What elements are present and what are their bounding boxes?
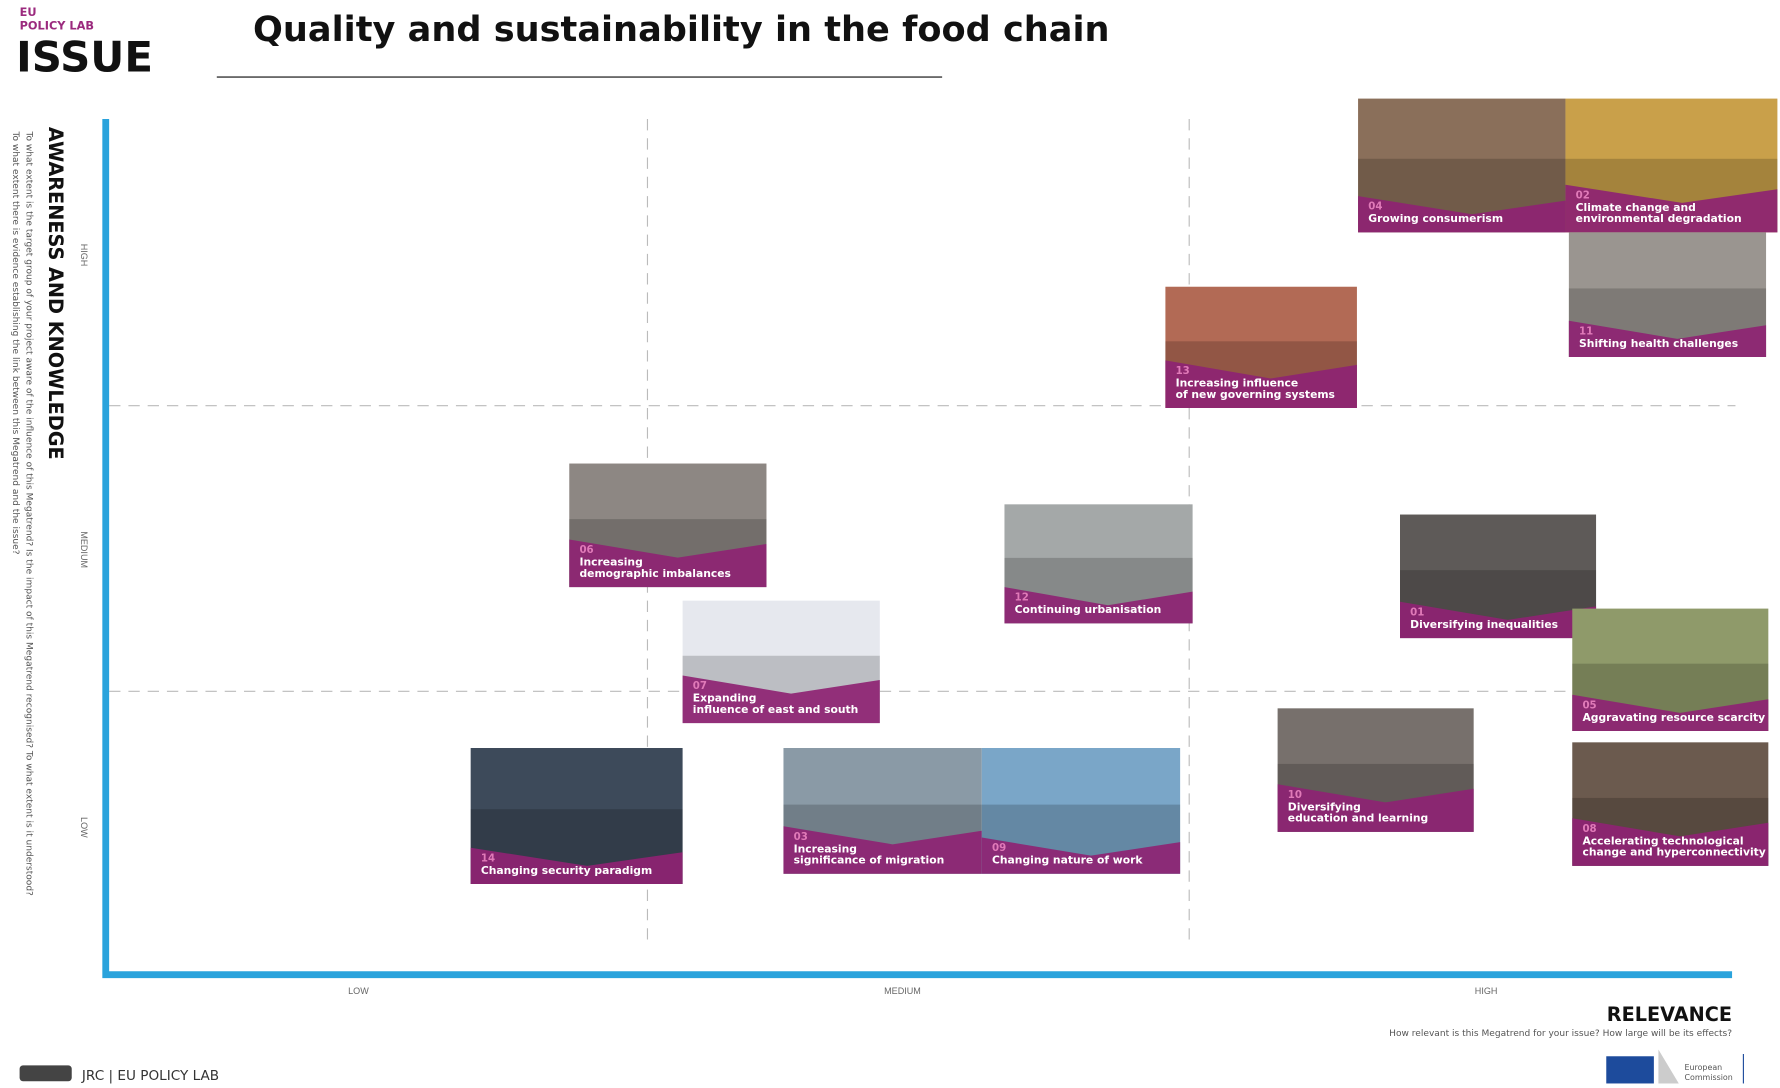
page-title: Quality and sustainability in the food c… — [253, 9, 1110, 50]
card-number: 06 — [579, 545, 593, 556]
poster: EU POLICY LAB ISSUE Quality and sustaina… — [0, 0, 1780, 1088]
card-number: 03 — [794, 832, 808, 843]
card-number: 09 — [992, 843, 1006, 854]
card-number: 02 — [1576, 190, 1590, 201]
credit: JRC | EU POLICY LAB — [81, 1068, 219, 1084]
card-number: 05 — [1582, 700, 1596, 711]
card-label: change and hyperconnectivity — [1582, 846, 1765, 859]
org-line: EU — [20, 5, 37, 19]
y-tick-label: LOW — [79, 817, 89, 838]
logo-mark — [1658, 1049, 1678, 1083]
card-number: 10 — [1288, 790, 1302, 801]
card-label: demographic imbalances — [579, 567, 730, 580]
card-number: 08 — [1582, 824, 1596, 835]
cc-badge — [20, 1065, 72, 1081]
y-tick-label: MEDIUM — [79, 531, 89, 568]
section-title: ISSUE — [16, 32, 153, 81]
x-axis-title: RELEVANCE — [1607, 1003, 1732, 1026]
eu-flag — [1606, 1056, 1654, 1083]
card-label: Changing security paradigm — [481, 864, 652, 877]
x-tick-label: HIGH — [1475, 986, 1498, 996]
org-line: POLICY LAB — [20, 18, 94, 32]
y-axis-question: To what extent there is evidence establi… — [10, 130, 20, 554]
y-axis-question: To what extent is the target group of yo… — [23, 130, 33, 896]
y-tick-label: HIGH — [79, 244, 89, 267]
card-number: 12 — [1015, 593, 1029, 604]
page: EU POLICY LAB ISSUE Quality and sustaina… — [0, 0, 1780, 1088]
card-number: 11 — [1579, 326, 1593, 337]
x-tick-label: LOW — [348, 986, 369, 996]
card-label: Diversifying inequalities — [1410, 618, 1558, 631]
x-tick-label: MEDIUM — [884, 986, 921, 996]
card-label: Aggravating resource scarcity — [1582, 711, 1765, 724]
x-axis-question: How relevant is this Megatrend for your … — [1389, 1029, 1732, 1039]
card-number: 13 — [1176, 366, 1190, 377]
card-label: of new governing systems — [1176, 388, 1335, 401]
card-label: education and learning — [1288, 812, 1428, 825]
card-number: 04 — [1368, 202, 1382, 213]
card-label: Growing consumerism — [1368, 212, 1503, 225]
card-label: Shifting health challenges — [1579, 337, 1738, 350]
y-axis-title: AWARENESS AND KNOWLEDGE — [44, 127, 67, 460]
card-label: influence of east and south — [693, 703, 859, 716]
card-label: significance of migration — [794, 854, 945, 867]
card-number: 07 — [693, 681, 707, 692]
card-number: 01 — [1410, 607, 1424, 618]
card-number: 14 — [481, 853, 495, 864]
card-label: environmental degradation — [1576, 212, 1742, 225]
card-label: Changing nature of work — [992, 854, 1143, 867]
logo-text: European — [1684, 1063, 1722, 1072]
logo-text: Commission — [1684, 1073, 1732, 1082]
card-label: Continuing urbanisation — [1015, 603, 1162, 616]
